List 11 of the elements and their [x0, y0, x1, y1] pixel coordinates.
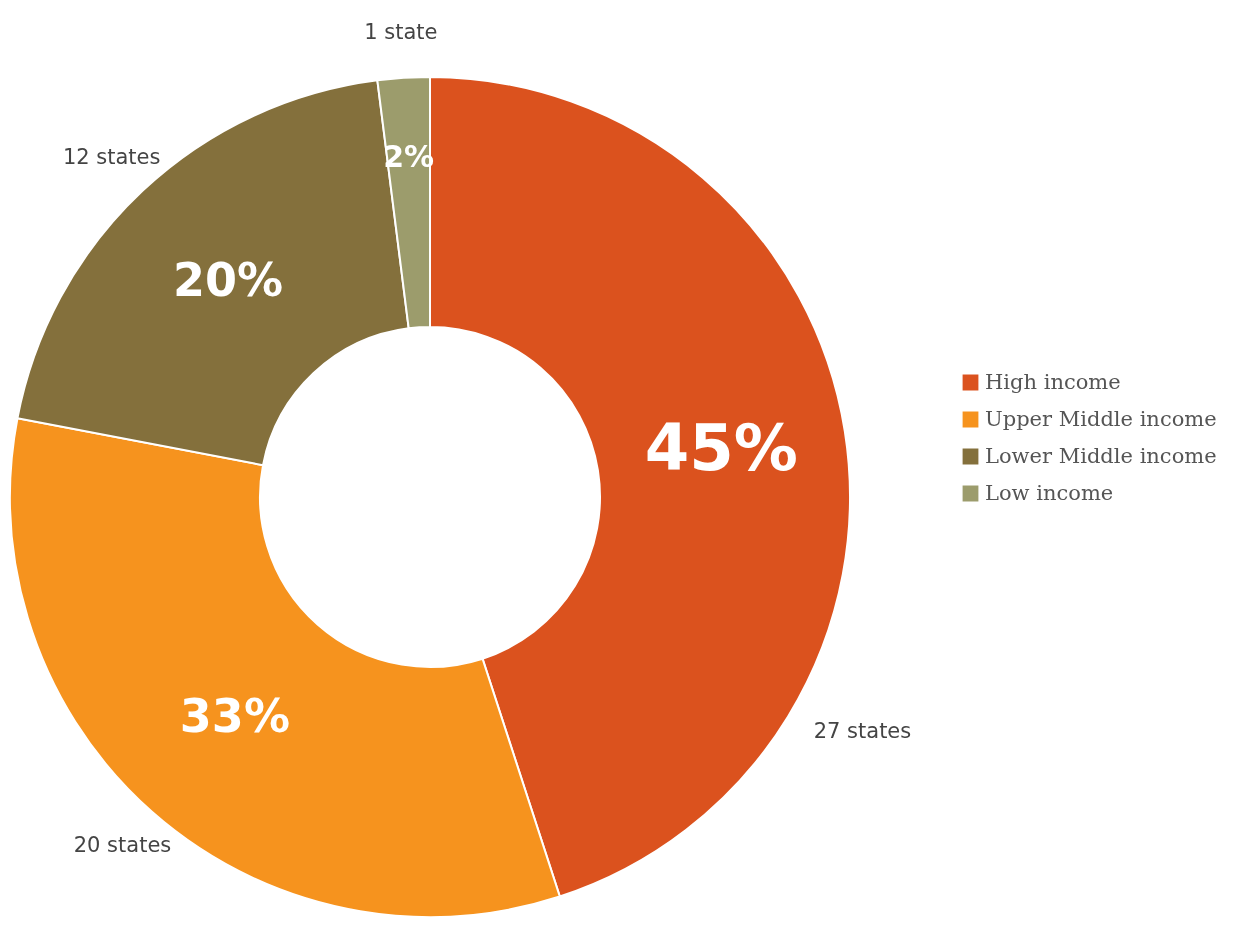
text: 20 states: [73, 832, 172, 857]
data-label: 45%: [644, 410, 798, 485]
data-label: 33%: [179, 689, 290, 744]
legend-label: Low income: [985, 480, 1114, 505]
text: 27 states: [813, 719, 912, 744]
legend-label: High income: [985, 369, 1121, 394]
text: 1 state: [364, 19, 438, 44]
legend-label: Upper Middle income: [985, 406, 1217, 431]
text: 12 states: [62, 145, 161, 170]
data-label: 20%: [173, 252, 284, 307]
legend-label: Lower Middle income: [985, 443, 1217, 468]
